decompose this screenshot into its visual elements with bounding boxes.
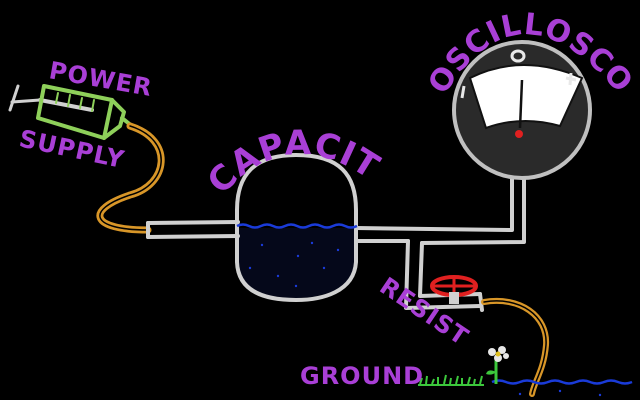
water-specks	[248, 241, 340, 288]
capacitor-water-line	[236, 223, 358, 229]
flower-icon	[486, 346, 509, 384]
gauge-icon	[452, 40, 592, 180]
capacitor-tank	[235, 153, 358, 302]
power-supply-label-line1: POWER	[47, 56, 155, 102]
valve-icon	[430, 275, 478, 304]
supply-hose	[96, 122, 165, 234]
pipes	[146, 153, 526, 312]
capacitor-water	[237, 228, 354, 298]
capacitor-label: CAPACITOR	[0, 0, 387, 202]
gauge-pivot-icon	[515, 130, 523, 138]
ground-label: GROUND	[300, 362, 424, 390]
grass-icon	[418, 374, 484, 386]
ground-water-line	[491, 379, 633, 385]
minus-icon	[460, 85, 466, 99]
ground-water-specks	[518, 389, 602, 397]
